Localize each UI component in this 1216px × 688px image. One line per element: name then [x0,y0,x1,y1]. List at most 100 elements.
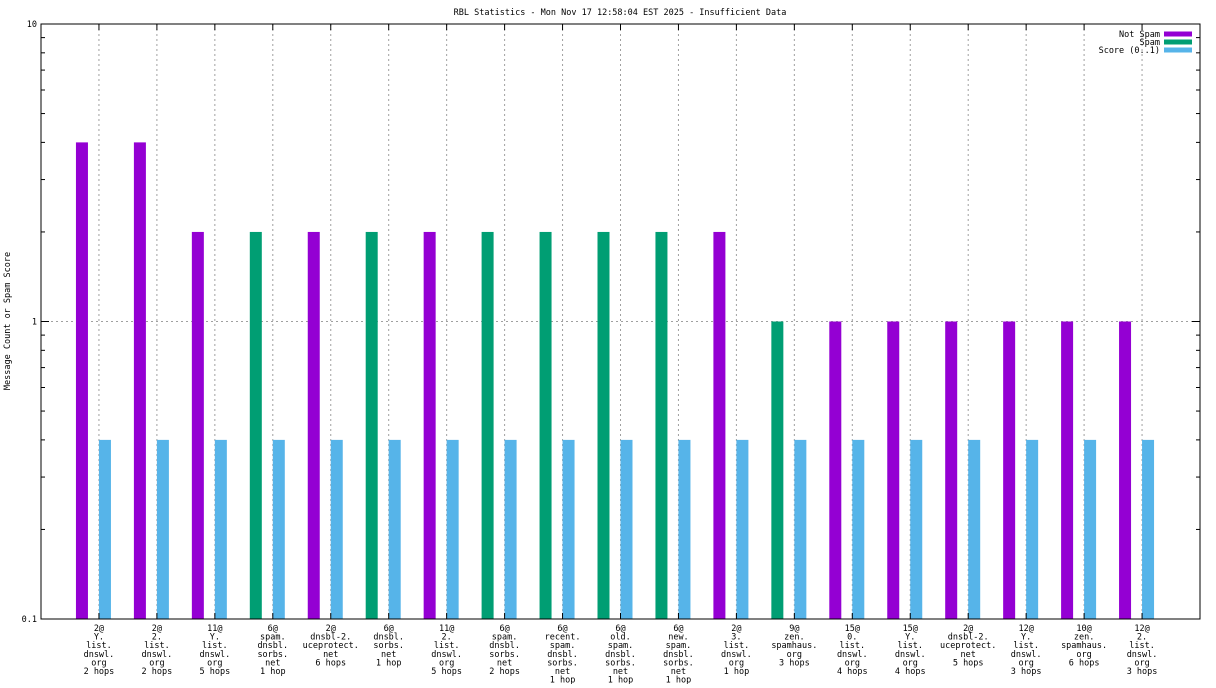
bar-score-0-1 [678,439,691,619]
x-tick-label-line: net [671,667,686,677]
legend-label: Spam [1140,38,1160,48]
bar-score-0-1 [1026,439,1039,619]
x-tick-label-line: spam. [666,641,692,651]
bar-score-0-1 [98,439,111,619]
chart-title: RBL Statistics - Mon Nov 17 12:58:04 EST… [454,8,787,18]
bar-score-0-1 [214,439,227,619]
x-tick-label-line: spam. [260,633,286,643]
x-tick-label: 2@ Y. list. dnswl. org 2 hops [84,624,115,677]
bar-not-spam [713,231,726,619]
x-tick-label-line: spamhaus. [1061,641,1107,651]
bar-not-spam [1061,321,1074,619]
x-tick-label-line: list. [897,641,923,651]
x-tick-label-line: 0. [847,633,857,643]
bar-not-spam [133,142,146,619]
x-tick-label-line: 2@ [326,624,336,634]
bar-score-0-1 [272,439,285,619]
x-tick-label-line: sorbs. [663,658,694,668]
x-tick-label-line: 2 hops [142,667,173,677]
x-tick-label-line: 1 hop [724,667,750,677]
x-tick-label: 6@ spam. dnsbl. sorbs. net 2 hops [489,624,520,677]
y-tick-label: 0.1 [22,615,37,625]
x-tick-label-line: list. [1129,641,1155,651]
x-tick-label-line: net [265,658,280,668]
x-tick-label-line: net [555,667,570,677]
x-tick-label: 12@ Y. list. dnswl. org 3 hops [1011,624,1042,677]
x-tick-label-line: 15@ [845,624,860,634]
x-tick-label-line: list. [724,641,750,651]
x-tick-label-line: net [613,667,628,677]
x-tick-label-line: dnswl. [895,650,926,660]
x-tick-label-line: dnsbl-2. [310,633,351,643]
x-tick-label: 2@ 2. list. dnswl. org 2 hops [142,624,173,677]
bar-score-0-1 [794,439,807,619]
legend-label: Score (0..1) [1099,46,1160,56]
x-tick-label: 6@ new. spam. dnsbl. sorbs. net 1 hop [663,624,694,684]
x-tick-label-line: org [149,658,164,668]
x-tick-label-line: Y. [94,633,104,643]
x-tick-label-line: dnsbl. [547,650,578,660]
x-tick-label-line: zen. [1074,633,1094,643]
x-tick-label: 12@ 2. list. dnswl. org 3 hops [1127,624,1158,677]
x-tick-label: 6@ dnsbl. sorbs. net 1 hop [373,624,404,668]
x-tick-label-line: 1 hop [550,676,576,684]
x-tick-label-line: Y. [1021,633,1031,643]
bars-layer [75,142,1155,619]
x-tick-label-line: 3 hops [1127,667,1158,677]
x-tick-label-line: org [91,658,106,668]
bar-not-spam [1119,321,1132,619]
bar-not-spam [945,321,958,619]
x-tick-label-line: uceprotect. [303,641,359,651]
legend-swatch [1164,39,1192,45]
x-tick-label-line: dnswl. [199,650,230,660]
bar-score-0-1 [1142,439,1155,619]
x-tick-label-line: 6 hops [1069,658,1100,668]
x-tick-label-line: Y. [905,633,915,643]
x-tick-label-line: dnsbl-2. [948,633,989,643]
x-tick-label-line: 5 hops [431,667,462,677]
x-tick-label-line: dnswl. [84,650,115,660]
x-tick-label-line: net [497,658,512,668]
x-tick-label-line: 6 hops [315,658,346,668]
x-tick-label-line: 2. [442,633,452,643]
bar-spam [365,231,378,619]
x-tick-label-line: spam. [608,641,634,651]
x-tick-label-line: 5 hops [953,658,984,668]
x-tick-label: 15@ 0. list. dnswl. org 4 hops [837,624,868,677]
x-tick-label-line: dnsbl. [605,650,636,660]
x-tick-label-line: 6@ [268,624,278,634]
x-tick-label-line: 4 hops [837,667,868,677]
legend-swatch [1164,31,1192,37]
x-tick-label-line: 6@ [499,624,509,634]
x-tick-label-line: 1 hop [260,667,286,677]
legend-label: Not Spam [1119,30,1160,40]
x-tick-label-line: 3 hops [779,658,810,668]
x-tick-label-line: sorbs. [257,650,288,660]
y-tick-label: 10 [27,20,37,30]
x-tick-label-line: 4 hops [895,667,926,677]
bar-score-0-1 [968,439,981,619]
x-tick-label-line: list. [86,641,112,651]
x-tick-label-line: org [207,658,222,668]
x-tick-label: 15@ Y. list. dnswl. org 4 hops [895,624,926,677]
x-tick-label-line: sorbs. [489,650,520,660]
x-tick-label-line: spam. [492,633,518,643]
x-tick-label: 6@ spam. dnsbl. sorbs. net 1 hop [257,624,288,677]
x-tick-label: 2@ dnsbl-2. uceprotect. net 5 hops [940,624,996,668]
x-tick-label-line: 2 hops [84,667,115,677]
x-tick-label-line: dnsbl. [489,641,520,651]
x-tick-label-line: 6@ [673,624,683,634]
x-tick-label-line: 2. [1137,633,1147,643]
x-tick-label-line: net [381,650,396,660]
x-tick-label: 11@ Y. list. dnswl. org 5 hops [199,624,230,677]
legend-swatch [1164,47,1192,53]
x-tick-label-line: org [729,658,744,668]
x-tick-label-line: recent. [545,633,581,643]
x-tick-label-line: dnswl. [1127,650,1158,660]
bar-score-0-1 [910,439,923,619]
bar-not-spam [1003,321,1016,619]
x-tick-label-line: org [1018,658,1033,668]
x-tick-label-line: org [439,658,454,668]
x-tick-label-line: sorbs. [605,658,636,668]
